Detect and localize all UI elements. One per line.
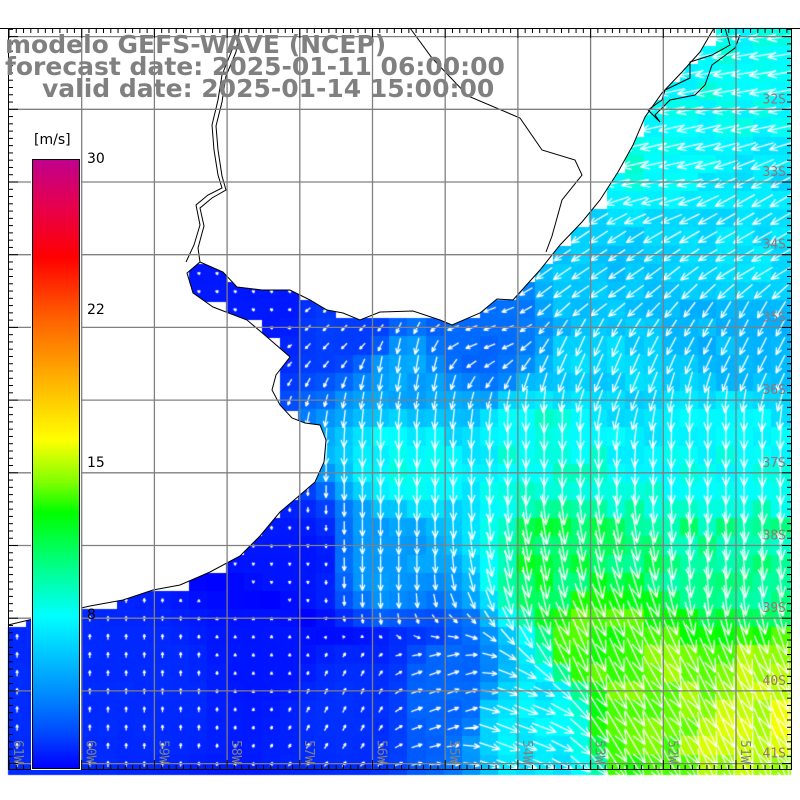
latitude-label: 35S bbox=[763, 310, 786, 325]
colorbar bbox=[32, 159, 80, 769]
longitude-label: 60W bbox=[83, 740, 98, 764]
longitude-label: 59W bbox=[155, 740, 170, 764]
longitude-label: 57W bbox=[301, 740, 316, 764]
longitude-label: 55W bbox=[446, 740, 461, 764]
latitude-label: 32S bbox=[763, 92, 786, 107]
longitude-label: 51W bbox=[737, 740, 752, 764]
latitude-label: 39S bbox=[763, 601, 786, 616]
latitude-labels: 32S 33S 34S 35S 36S 37S 38S 39S 40S 41S bbox=[763, 92, 786, 761]
longitude-label: 54W bbox=[519, 740, 534, 764]
river-border-line bbox=[197, 27, 241, 263]
latitude-label: 34S bbox=[763, 238, 786, 253]
latitude-label: 33S bbox=[763, 165, 786, 180]
latitude-label: 37S bbox=[763, 456, 786, 471]
colorbar-unit: [m/s] bbox=[34, 132, 71, 148]
model-title: modelo GEFS-WAVE (NCEP) bbox=[5, 30, 387, 59]
longitude-label: 61W bbox=[10, 740, 25, 764]
latitude-label: 40S bbox=[763, 674, 786, 689]
latitude-label: 38S bbox=[763, 529, 786, 544]
valid-date: valid date: 2025-01-14 15:00:00 bbox=[42, 74, 495, 103]
river-border-line bbox=[185, 27, 237, 263]
longitude-label: 58W bbox=[228, 740, 243, 764]
colorbar-tick-8: 8 bbox=[87, 607, 96, 623]
colorbar-tick-15: 15 bbox=[87, 455, 105, 471]
lagoon-outline bbox=[647, 27, 741, 123]
longitude-label: 53W bbox=[592, 740, 607, 764]
longitude-label: 56W bbox=[374, 740, 389, 764]
longitude-labels: 61W 60W 59W 58W 57W 56W 55W 54W 53W 52W 51W bbox=[10, 740, 752, 764]
latitude-label: 36S bbox=[763, 383, 786, 398]
colorbar-tick-22: 22 bbox=[87, 302, 105, 318]
colorbar-tick-30: 30 bbox=[87, 151, 105, 167]
land-mask bbox=[8, 28, 792, 770]
longitude-label: 52W bbox=[664, 740, 679, 764]
border-line bbox=[409, 27, 583, 253]
graticule bbox=[8, 28, 792, 770]
forecast-date: forecast date: 2025-01-11 06:00:00 bbox=[5, 52, 505, 81]
latitude-label: 41S bbox=[763, 747, 786, 762]
